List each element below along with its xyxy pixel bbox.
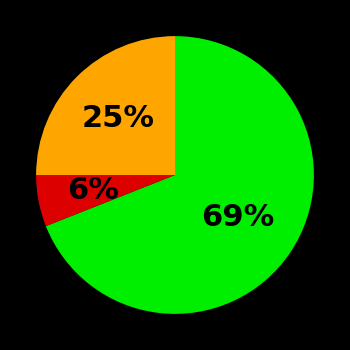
Wedge shape [36,175,175,226]
Wedge shape [36,36,175,175]
Text: 6%: 6% [67,176,119,205]
Text: 25%: 25% [82,104,155,133]
Text: 69%: 69% [202,203,275,232]
Wedge shape [46,36,314,314]
